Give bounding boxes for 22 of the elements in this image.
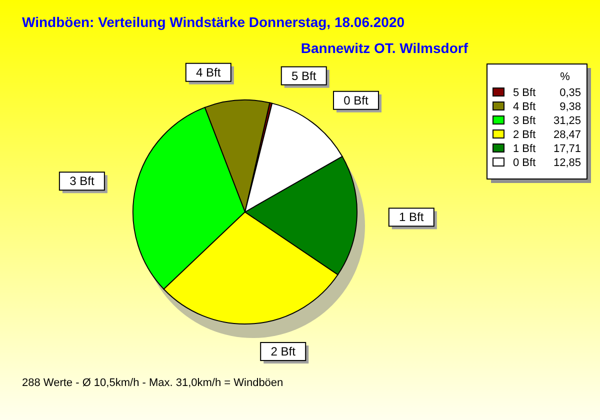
chart-subtitle: Bannewitz OT. Wilmsdorf: [300, 40, 468, 56]
slice-label: 1 Bft: [399, 210, 424, 224]
slice-label: 2 Bft: [270, 344, 296, 359]
data-label: 12,85: [553, 157, 581, 169]
data-label: 9,38: [560, 101, 581, 113]
slice-label: 0 Bft: [344, 93, 370, 108]
data-label: 17,71: [553, 143, 581, 155]
slice-label: 4 Bft: [196, 65, 222, 80]
legend-label: 2 Bft: [513, 129, 536, 141]
legend-title: %: [560, 71, 570, 83]
legend-label: 1 Bft: [513, 143, 536, 155]
legend-label: 3 Bft: [513, 115, 536, 127]
legend-label: 4 Bft: [513, 101, 536, 113]
category-label: 5 Bft: [292, 68, 316, 83]
data-label: 31,25: [553, 115, 581, 127]
text: 288 Werte - Ø 10,5km/h - Max. 31,0km/h = Windböen: [22, 377, 284, 389]
data-label: 28,47: [553, 129, 581, 141]
legend-label: 5 Bft: [513, 87, 536, 99]
legend-label: 0 Bft: [513, 157, 536, 169]
chart-title: Windböen: Verteilung Windstärke Donnerstag, 18.06.2020: [22, 14, 405, 30]
data-label: 0,35: [560, 87, 581, 99]
slice-label: 3 Bft: [70, 174, 95, 188]
